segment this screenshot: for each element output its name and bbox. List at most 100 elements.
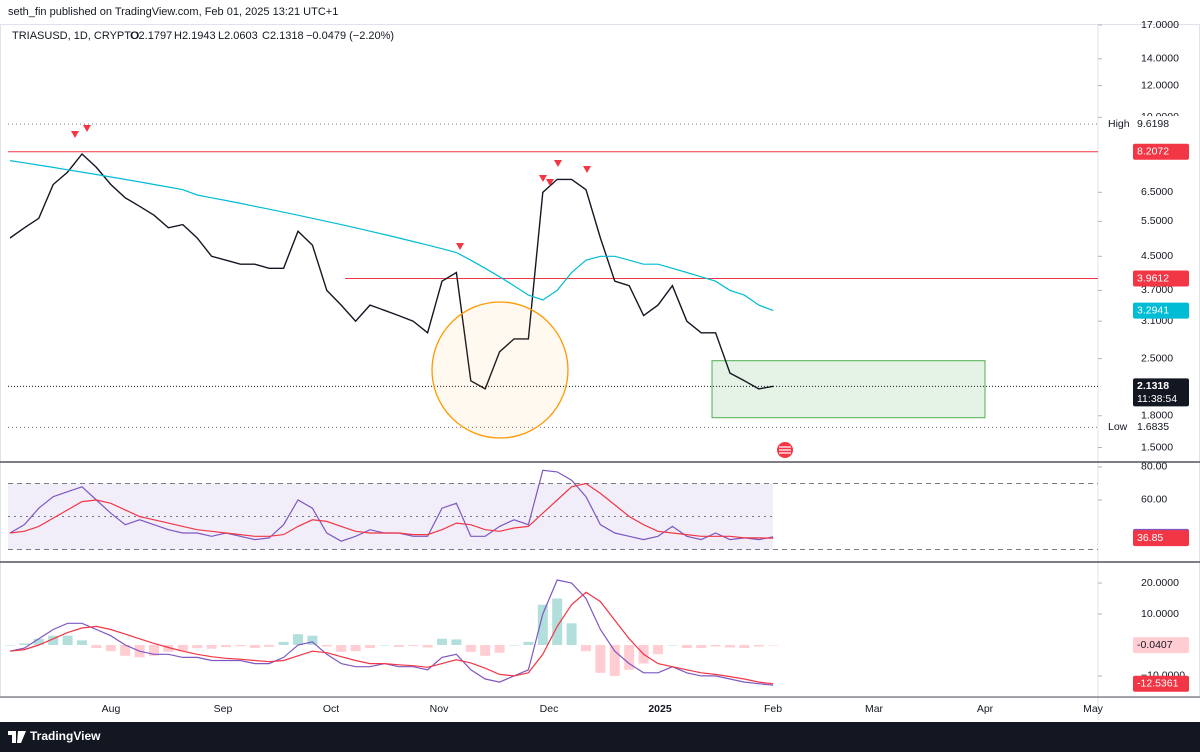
histogram-bar (552, 598, 563, 645)
x-tick-label: Aug (102, 703, 121, 715)
y-tick-label: 60.00 (1141, 494, 1167, 506)
x-tick-label: May (1083, 703, 1104, 715)
footer-brand: TradingView (30, 729, 101, 743)
series-last-label-box (1133, 530, 1189, 547)
histogram-bar (768, 644, 779, 646)
histogram-bar (523, 641, 534, 645)
event-flag (777, 442, 793, 458)
histogram-bar (293, 634, 303, 645)
y-tick-label: 4.5000 (1141, 250, 1173, 262)
histogram-bar (221, 644, 231, 648)
y-tick-label: 20.0000 (1141, 577, 1179, 589)
current-price: 2.1318 (1137, 380, 1169, 392)
histogram-bar (321, 644, 332, 647)
y-tick-label: 14.0000 (1141, 53, 1179, 65)
histogram-bar (480, 644, 491, 656)
footer-bar (0, 722, 1200, 752)
histogram-bar (77, 640, 87, 645)
x-tick-label: Oct (323, 703, 339, 715)
series-last-label: -12.5361 (1137, 678, 1179, 690)
y-tick-label: 80.00 (1141, 461, 1167, 473)
y-tick-label: 1.8000 (1141, 410, 1173, 422)
x-tick-label: 2025 (648, 703, 672, 715)
histogram-bar (5, 644, 15, 646)
zone-box (711, 360, 986, 419)
histogram-bar (278, 641, 289, 645)
x-tick-label: Nov (430, 703, 449, 715)
y-tick-label: 3.7000 (1141, 284, 1173, 296)
histogram-bar (537, 604, 548, 645)
histogram-bar (235, 644, 246, 647)
histogram-last-label: -0.0407 (1137, 639, 1173, 651)
histogram-bar (365, 644, 375, 649)
histogram-bar (710, 644, 721, 647)
histogram-bar (566, 623, 577, 645)
histogram-bar (609, 644, 620, 676)
histogram-bar (581, 644, 591, 652)
histogram-bar (177, 644, 188, 652)
series-last-label: 3.2941 (1137, 304, 1169, 316)
histogram-bar (653, 644, 663, 655)
level-tag-box (1103, 419, 1189, 436)
histogram-bar (465, 644, 476, 652)
series-last-label-box (1133, 675, 1189, 692)
x-tick-label: Mar (865, 703, 884, 715)
current-price-box (1133, 378, 1189, 407)
histogram-bar (393, 644, 404, 647)
histogram-bar (739, 644, 750, 649)
open: O2.1797 (130, 30, 172, 42)
level-tag-box (1103, 116, 1189, 133)
histogram-bar (91, 644, 102, 649)
series-line (9, 482, 774, 539)
y-tick-label: 5.5000 (1141, 215, 1173, 227)
low: L2.0603 (218, 30, 258, 42)
histogram-bar (120, 644, 131, 656)
level-value: 1.6835 (1137, 421, 1169, 433)
series-last-label-box (1133, 302, 1189, 319)
histogram-bar (307, 635, 318, 645)
marker (546, 179, 554, 186)
histogram-bar (19, 643, 30, 645)
histogram-bar (336, 644, 347, 652)
histogram-bar (163, 644, 174, 652)
series-line (9, 152, 774, 390)
histogram-bar (149, 644, 159, 656)
series-line (9, 591, 774, 685)
change: −0.0479 (−2.20%) (306, 30, 394, 42)
histogram-bar (624, 644, 635, 670)
histogram-bar (48, 635, 59, 645)
histogram-bar (667, 644, 678, 646)
histogram-bar (206, 644, 217, 649)
series-last-label: 36.85 (1137, 532, 1163, 544)
histogram-bar (451, 639, 462, 645)
y-tick-label: 6.5000 (1141, 186, 1173, 198)
y-tick-label: 2.5000 (1141, 352, 1173, 364)
x-tick-label: Feb (764, 703, 782, 715)
close: C2.1318 (262, 30, 304, 42)
histogram-bar (379, 644, 390, 646)
series-line (9, 160, 774, 312)
level-name: High (1108, 118, 1130, 130)
histogram-bar (62, 635, 73, 645)
level-label-box (1133, 143, 1189, 160)
level-label: 3.9612 (1137, 272, 1169, 284)
panes: 17.0000 14.0000 12.0000 10.0000 6.5000 5.5000… (0, 19, 1200, 720)
histogram-bar (681, 644, 692, 649)
signal-markers (71, 125, 591, 250)
x-tick-label: Dec (540, 703, 559, 715)
histogram-bar (264, 644, 275, 647)
histogram-bar (33, 638, 44, 645)
y-tick-label: 17.0000 (1141, 19, 1179, 31)
histogram-bar (249, 644, 260, 649)
histogram-bar (408, 644, 419, 646)
level-name: Low (1108, 421, 1128, 433)
histogram-bar (350, 644, 361, 652)
y-tick-label: 1.5000 (1141, 441, 1173, 453)
level-label-box (1133, 270, 1189, 287)
marker (583, 166, 591, 173)
marker (554, 160, 562, 167)
symbol-legend: TRIASUSD, 1D, CRYPTO O2.1797 H2.1943 L2.… (12, 30, 394, 42)
histogram-bar (494, 644, 505, 653)
publisher-line: seth_fin published on TradingView.com, F… (8, 6, 338, 18)
